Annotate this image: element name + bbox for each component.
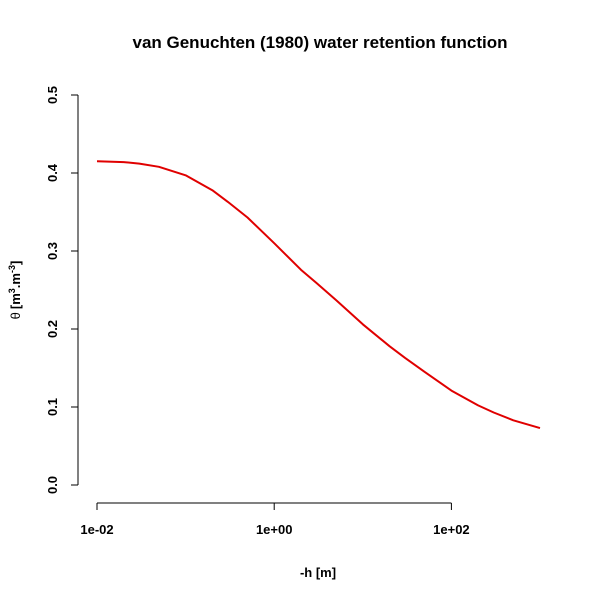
y-axis-label-symbol: θ (8, 312, 23, 319)
series-line (96, 160, 541, 430)
y-axis-label: θ [m3.m-3] (7, 261, 23, 320)
y-axis-label-sup1: 3 (7, 288, 17, 293)
y-axis-label-open: [m (8, 293, 23, 309)
x-tick-label: 1e-02 (80, 522, 113, 537)
y-axis: 0.0 0.1 0.2 0.3 0.4 0.5 (45, 86, 79, 494)
x-tick-label: 1e+00 (256, 522, 293, 537)
x-axis: 1e-02 1e+00 1e+02 (80, 502, 470, 537)
x-axis-label: -h [m] (300, 565, 336, 580)
y-axis-label-mid: .m (8, 273, 23, 288)
y-tick-label: 0.3 (45, 242, 60, 260)
y-tick-label: 0.5 (45, 86, 60, 104)
y-axis-label-sup2: -3 (7, 265, 17, 273)
x-tick-label: 1e+02 (433, 522, 470, 537)
chart-title: van Genuchten (1980) water retention fun… (132, 33, 507, 52)
y-axis-label-close: ] (8, 261, 23, 265)
y-tick-label: 0.4 (45, 163, 60, 182)
y-tick-label: 0.0 (45, 476, 60, 494)
y-tick-label: 0.2 (45, 320, 60, 338)
y-tick-label: 0.1 (45, 398, 60, 416)
plot-series (96, 160, 541, 430)
